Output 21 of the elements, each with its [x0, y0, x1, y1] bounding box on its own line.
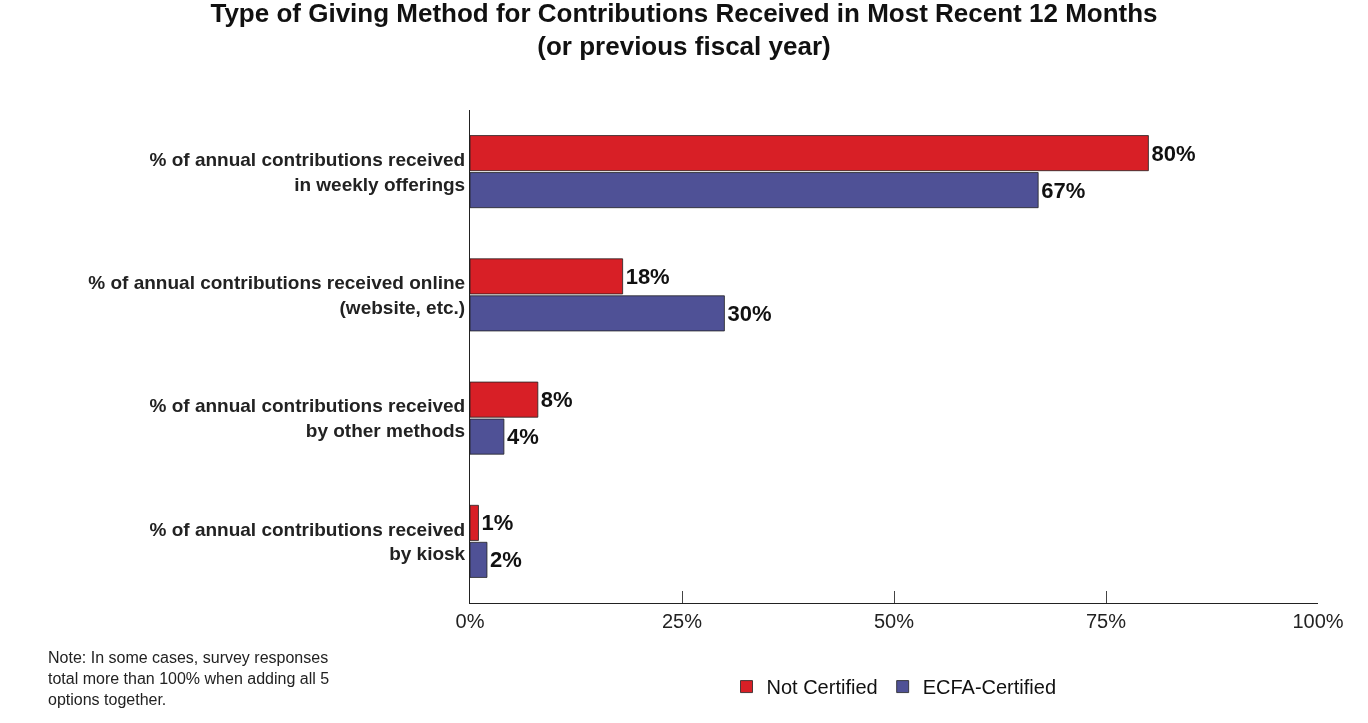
chart-title: Type of Giving Method for Contributions Received in Most Recent 12 Months (or previous fiscal year): [210, 0, 1158, 62]
data-label: 18%: [625, 263, 670, 289]
data-label: 67%: [1041, 177, 1086, 203]
legend-label: Not Certified: [766, 676, 878, 699]
data-label: 1%: [481, 510, 514, 536]
legend-label: ECFA-Certified: [922, 676, 1057, 699]
x-tick-label: 0%: [455, 610, 485, 632]
data-label: 2%: [489, 547, 522, 573]
x-tick-label: 25%: [661, 610, 703, 632]
data-label: 8%: [540, 387, 573, 413]
data-label: 80%: [1151, 140, 1196, 166]
data-label: 4%: [506, 424, 539, 450]
y-tick-label: % of annual contributions received by kiosk: [149, 518, 466, 565]
y-tick-label: % of annual contributions received in weekly offerings: [149, 148, 466, 195]
text: Note: In some cases, survey responses total more than 100% when adding all 5 options together.: [48, 649, 330, 708]
x-tick-label: 100%: [1292, 610, 1344, 632]
x-tick-label: 50%: [873, 610, 915, 632]
data-label: 30%: [727, 300, 772, 326]
y-tick-label: % of annual contributions received online (website, etc.): [88, 272, 466, 318]
x-tick-label: 75%: [1085, 610, 1127, 632]
y-tick-label: % of annual contributions received by other methods: [149, 395, 466, 442]
